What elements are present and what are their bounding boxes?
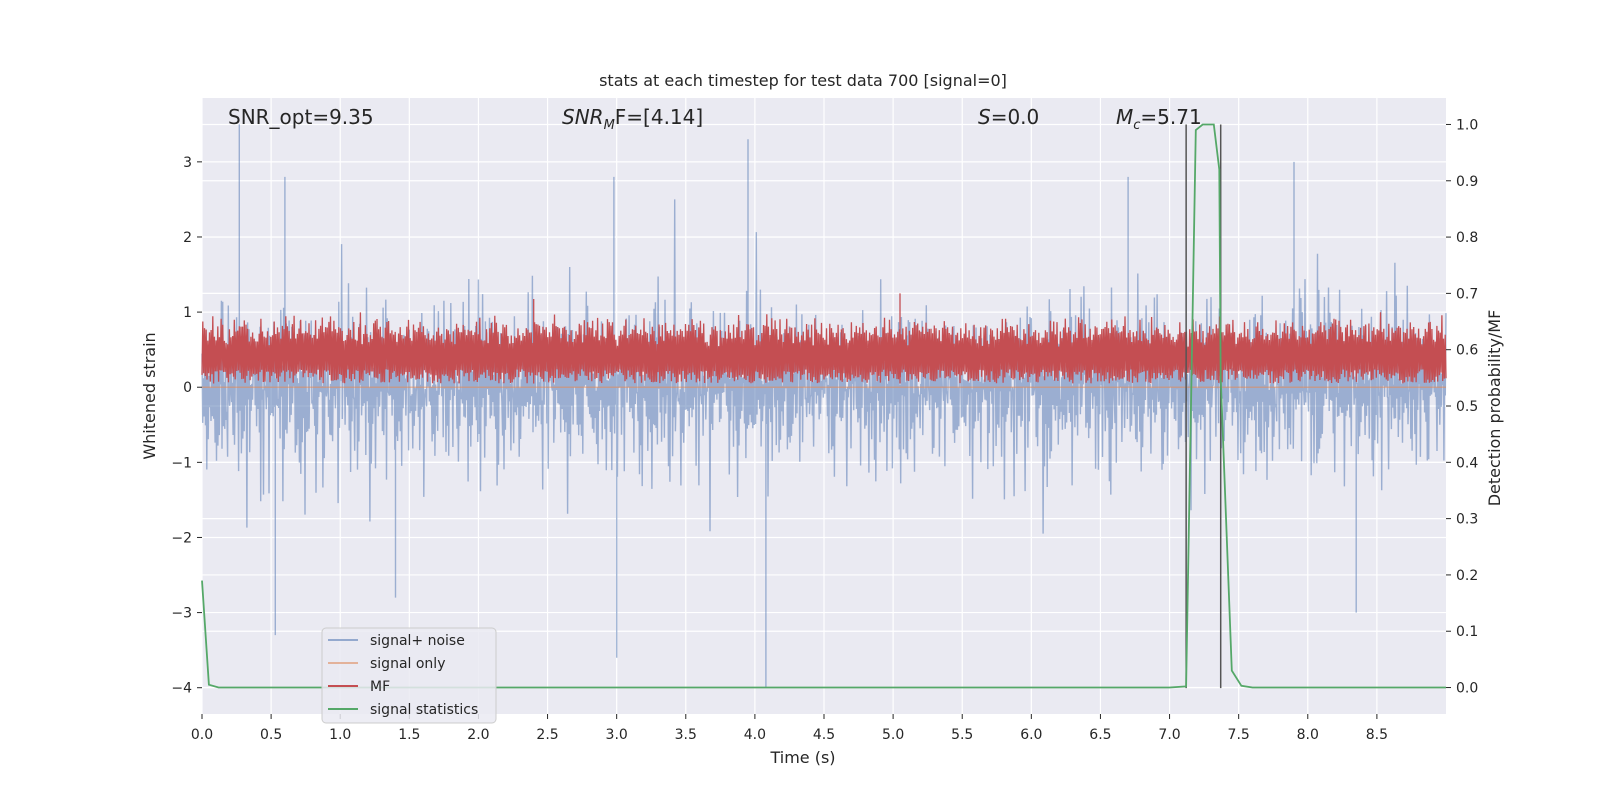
y-tick-label: 2 — [183, 230, 192, 246]
y2-tick-label: 0.2 — [1456, 568, 1478, 584]
annotation-s: S=0.0 — [978, 105, 1039, 129]
x-tick-label: 8.5 — [1366, 727, 1388, 743]
x-tick-label: 0.0 — [191, 727, 213, 743]
y-tick-label: 0 — [183, 380, 192, 396]
annotation-mc-sub: c — [1133, 118, 1140, 133]
x-tick-label: 6.0 — [1020, 727, 1042, 743]
annotation-mc-rest: =5.71 — [1140, 105, 1201, 129]
y2-tick-label: 0.9 — [1456, 174, 1478, 190]
annotation-s-base: S — [978, 105, 991, 129]
x-tick-label: 2.0 — [467, 727, 489, 743]
x-tick-label: 7.0 — [1158, 727, 1180, 743]
annotation-mc-base: M — [1116, 105, 1133, 129]
legend-label-signal-only: signal only — [370, 656, 445, 672]
x-tick-label: 4.5 — [813, 727, 835, 743]
annotation-snr-mf: SNRMF=[4.14] — [562, 105, 703, 133]
x-tick-label: 3.0 — [606, 727, 628, 743]
y2-tick-label: 0.7 — [1456, 286, 1478, 302]
y-tick-label: −3 — [171, 606, 192, 622]
legend-label-mf: MF — [370, 679, 390, 695]
y2-axis-label: Detection probability/MF — [1485, 310, 1504, 507]
series-mf — [201, 293, 1447, 384]
y-tick-label: −4 — [171, 681, 192, 697]
series-signal-statistics — [201, 123, 1446, 689]
y2-tick-label: 0.4 — [1456, 455, 1478, 471]
x-tick-label: 3.5 — [675, 727, 697, 743]
signal-statistics-line — [201, 123, 1446, 689]
y2-tick-label: 1.0 — [1456, 117, 1478, 133]
y-tick-label: −1 — [171, 455, 192, 471]
annotation-snr-opt: SNR_opt=9.35 — [228, 105, 374, 129]
y-tick-label: −2 — [171, 530, 192, 546]
x-tick-label: 4.0 — [744, 727, 766, 743]
y-tick-label: 1 — [183, 305, 192, 321]
annotation-snr-mf-sub: M — [604, 118, 615, 133]
x-tick-label: 5.0 — [882, 727, 904, 743]
x-tick-label: 2.5 — [536, 727, 558, 743]
x-tick-label: 1.5 — [398, 727, 420, 743]
x-tick-label: 1.0 — [329, 727, 351, 743]
y-tick-label: 3 — [183, 155, 192, 171]
ticks: 0.0 0.5 1.0 1.5 2.0 2.5 3.0 3.5 4.0 4.5 5.0 5.5 6.0 6… — [171, 117, 1478, 743]
x-tick-label: 0.5 — [260, 727, 282, 743]
annotation-mc: Mc=5.71 — [1116, 105, 1202, 133]
y2-tick-label: 0.8 — [1456, 230, 1478, 246]
chart-title: stats at each timestep for test data 700… — [599, 71, 1007, 90]
annotation-s-rest: =0.0 — [991, 105, 1040, 129]
y2-tick-label: 0.6 — [1456, 343, 1478, 359]
legend: signal+ noise signal only MF signal stat… — [321, 627, 497, 724]
x-axis-label: Time (s) — [769, 748, 835, 767]
y2-tick-label: 0.0 — [1456, 681, 1478, 697]
x-tick-label: 8.0 — [1297, 727, 1319, 743]
legend-label-signal-noise: signal+ noise — [370, 633, 465, 649]
annotation-snr-mf-rest: F=[4.14] — [615, 105, 703, 129]
y2-tick-label: 0.3 — [1456, 512, 1478, 528]
x-tick-label: 6.5 — [1089, 727, 1111, 743]
annotation-snr-mf-base: SNR — [562, 105, 604, 129]
y2-tick-label: 0.5 — [1456, 399, 1478, 415]
grid — [201, 98, 1446, 714]
mf-line — [201, 293, 1447, 384]
legend-label-signal-statistics: signal statistics — [370, 702, 478, 718]
y2-tick-label: 0.1 — [1456, 624, 1478, 640]
legend-box — [321, 627, 497, 724]
vertical-markers — [1185, 124, 1222, 689]
x-tick-label: 5.5 — [951, 727, 973, 743]
x-tick-label: 7.5 — [1228, 727, 1250, 743]
y-axis-label: Whitened strain — [140, 332, 159, 459]
